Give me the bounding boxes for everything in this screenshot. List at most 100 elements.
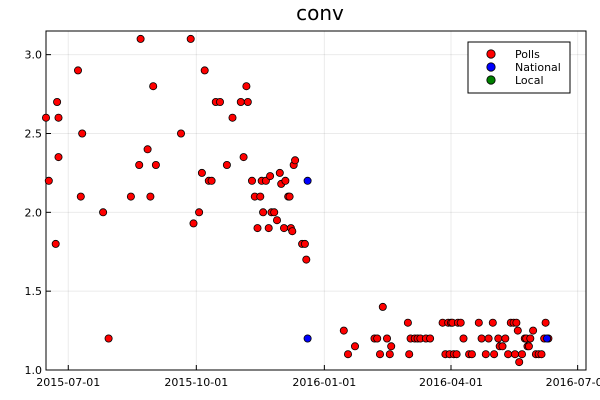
polls-point [270,208,279,217]
polls-point [247,176,256,185]
polls-point [54,153,63,162]
polls-point [259,208,268,217]
polls-point [459,334,468,343]
polls-point [456,318,465,327]
polls-point [200,66,209,75]
polls-point [504,350,513,359]
legend-label-polls: Polls [515,48,540,61]
legend-marker-polls [486,49,496,59]
x-axis: 2015-07-01 2015-10-01 2016-01-01 2016-04-01… [36,365,600,389]
polls-point [236,98,245,107]
polls-point [44,176,53,185]
polls-point [302,255,311,264]
polls-point [481,350,490,359]
x-tick-label: 2015-07-01 [36,376,100,389]
polls-point [474,318,483,327]
data-points [42,34,553,367]
polls-point [524,342,533,351]
polls-point [490,350,499,359]
y-tick-label: 1.5 [25,285,43,298]
polls-point [382,334,391,343]
polls-point [243,98,252,107]
x-tick-label: 2015-10-01 [164,376,228,389]
polls-point [228,113,237,122]
polls-point [126,192,135,201]
polls-point [143,145,152,154]
polls-point [176,129,185,138]
polls-point [242,82,251,91]
polls-point [266,172,275,181]
polls-point [279,224,288,233]
legend-marker-national [486,62,496,72]
polls-point [452,350,461,359]
polls-point [195,208,204,217]
legend-label-local: Local [515,74,544,87]
polls-point [494,334,503,343]
polls-point [222,160,231,169]
polls-point [42,113,51,122]
legend-box [467,41,571,94]
polls-point [541,318,550,327]
polls-point [74,66,83,75]
polls-point [339,326,348,335]
polls-point [146,192,155,201]
chart-title: conv [296,1,344,25]
polls-point [385,350,394,359]
polls-point [135,160,144,169]
polls-point [149,82,158,91]
polls-point [136,34,145,43]
polls-point [186,34,195,43]
polls-point [387,342,396,351]
x-tick-label: 2016-01-01 [292,376,356,389]
polls-point [104,334,113,343]
legend-marker-local [486,75,496,85]
polls-point [300,239,309,248]
polls-point [99,208,108,217]
polls-point [343,350,352,359]
y-tick-label: 1.0 [25,364,43,377]
polls-point [518,350,527,359]
polls-point [426,334,435,343]
polls-point [239,153,248,162]
polls-point [477,334,486,343]
x-tick-label: 2016-07-01 [546,376,600,389]
polls-point [288,227,297,236]
polls-point [512,318,521,327]
y-tick-label: 2.5 [25,127,43,140]
national-point [303,176,312,185]
polls-point [513,326,522,335]
polls-point [403,318,412,327]
polls-point [78,129,87,138]
polls-point [151,160,160,169]
polls-point [76,192,85,201]
polls-point [375,350,384,359]
polls-point [291,156,300,165]
y-tick-label: 3.0 [25,49,43,62]
polls-point [526,334,535,343]
polls-point [215,98,224,107]
polls-point [256,192,265,201]
national-point [303,334,312,343]
polls-point [264,224,273,233]
polls-point [272,216,281,225]
x-tick-label: 2016-04-01 [419,376,483,389]
polls-point [501,334,510,343]
polls-point [207,176,216,185]
polls-point [275,168,284,177]
polls-point [281,176,290,185]
polls-point [484,334,493,343]
polls-point [498,342,507,351]
polls-point [53,98,62,107]
plot-frame [45,30,587,371]
polls-point [373,334,382,343]
polls-point [51,239,60,248]
polls-point [189,219,198,228]
polls-point [529,326,538,335]
polls-point [467,350,476,359]
polls-point [537,350,546,359]
legend-label-national: National [515,61,561,74]
y-axis: 1.0 1.5 2.0 2.5 3.0 [25,49,51,377]
polls-point [253,224,262,233]
